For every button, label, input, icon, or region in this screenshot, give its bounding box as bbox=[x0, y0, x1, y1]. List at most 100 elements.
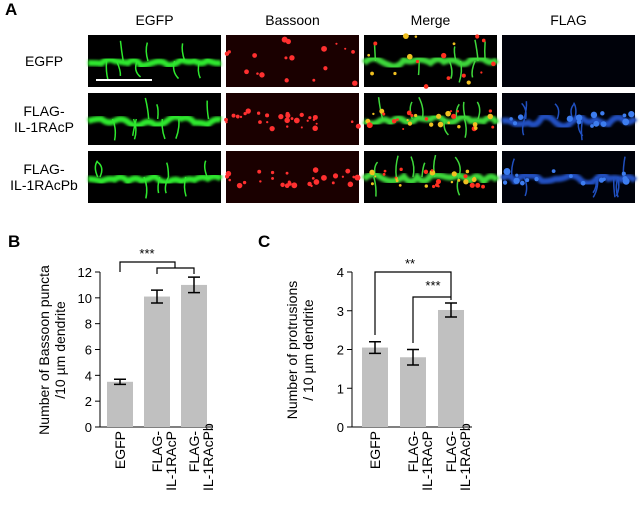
spine bbox=[164, 176, 170, 194]
spine bbox=[592, 176, 598, 194]
puncta bbox=[370, 71, 374, 76]
puncta bbox=[600, 111, 605, 116]
dendrite bbox=[501, 113, 638, 130]
puncta bbox=[568, 174, 573, 179]
spine bbox=[183, 176, 187, 197]
spine bbox=[145, 42, 149, 62]
puncta bbox=[399, 167, 403, 172]
spine bbox=[453, 46, 457, 62]
puncta bbox=[415, 59, 420, 64]
spine bbox=[105, 60, 109, 81]
puncta bbox=[236, 116, 240, 119]
puncta bbox=[321, 45, 327, 52]
spine bbox=[156, 104, 159, 120]
puncta bbox=[461, 73, 466, 78]
puncta bbox=[311, 176, 315, 180]
y-tick-label: 0 bbox=[337, 420, 344, 435]
puncta bbox=[259, 72, 265, 78]
puncta bbox=[252, 53, 257, 58]
puncta bbox=[289, 55, 295, 61]
puncta bbox=[352, 175, 356, 179]
puncta bbox=[410, 114, 414, 117]
y-tick-label: 2 bbox=[337, 343, 344, 358]
puncta bbox=[432, 184, 436, 189]
puncta bbox=[602, 177, 606, 182]
spine bbox=[523, 176, 528, 197]
x-tick-label: FLAG- IL-1RAcPb bbox=[186, 423, 216, 491]
puncta bbox=[231, 113, 236, 118]
column-header: EGFP bbox=[135, 12, 174, 28]
spine bbox=[172, 60, 180, 80]
micrographs bbox=[87, 33, 638, 203]
error-bar bbox=[407, 348, 419, 366]
puncta bbox=[284, 56, 288, 60]
row-label: FLAG- IL-1RAcP bbox=[14, 103, 74, 135]
puncta bbox=[481, 184, 485, 189]
spine bbox=[421, 162, 426, 178]
puncta bbox=[402, 33, 409, 40]
puncta bbox=[224, 51, 230, 56]
spine bbox=[143, 176, 148, 199]
spine bbox=[455, 103, 460, 120]
puncta bbox=[575, 115, 580, 119]
spine bbox=[521, 102, 527, 120]
puncta bbox=[473, 126, 478, 130]
bar bbox=[181, 284, 207, 427]
puncta bbox=[224, 117, 228, 122]
puncta bbox=[285, 112, 291, 119]
puncta bbox=[258, 120, 262, 124]
bar bbox=[400, 357, 426, 427]
puncta bbox=[351, 50, 355, 54]
bar bbox=[362, 347, 388, 427]
puncta bbox=[512, 121, 518, 126]
puncta bbox=[551, 169, 556, 173]
spine bbox=[377, 97, 384, 120]
spine bbox=[417, 60, 420, 76]
puncta bbox=[590, 111, 598, 119]
spine bbox=[206, 100, 210, 120]
puncta bbox=[475, 182, 481, 188]
spine bbox=[462, 101, 467, 120]
spine bbox=[395, 155, 399, 178]
spine bbox=[410, 156, 415, 178]
puncta bbox=[350, 120, 354, 124]
spine bbox=[521, 118, 526, 136]
micrograph bbox=[226, 35, 359, 87]
puncta bbox=[471, 177, 477, 183]
y-tick-label: 0 bbox=[85, 420, 92, 435]
dendrite bbox=[87, 113, 223, 129]
micrograph bbox=[502, 35, 635, 87]
puncta bbox=[515, 173, 519, 177]
puncta bbox=[423, 84, 429, 89]
spine bbox=[166, 162, 170, 178]
puncta bbox=[270, 170, 275, 175]
puncta bbox=[284, 183, 290, 189]
puncta bbox=[463, 174, 468, 179]
puncta bbox=[315, 122, 318, 125]
y-tick-label: 3 bbox=[337, 304, 344, 319]
y-axis-label: Number of protrusions / 10 µm dendrite bbox=[284, 280, 316, 419]
bar bbox=[107, 381, 133, 427]
puncta bbox=[306, 119, 309, 122]
micrograph bbox=[88, 93, 221, 145]
puncta bbox=[525, 178, 530, 183]
dendrite bbox=[87, 171, 223, 187]
spine bbox=[197, 60, 201, 79]
spine bbox=[432, 154, 437, 178]
puncta bbox=[312, 125, 318, 132]
puncta bbox=[481, 38, 486, 43]
puncta bbox=[307, 181, 312, 187]
spine bbox=[409, 101, 414, 120]
puncta bbox=[382, 112, 386, 116]
puncta bbox=[245, 108, 251, 114]
significance-label: *** bbox=[139, 246, 154, 261]
significance-bracket bbox=[412, 296, 451, 343]
y-tick-label: 4 bbox=[85, 368, 92, 383]
puncta bbox=[566, 115, 573, 122]
puncta bbox=[225, 170, 232, 177]
panel-label: C bbox=[258, 232, 271, 251]
puncta bbox=[452, 42, 456, 46]
y-tick-label: 10 bbox=[78, 291, 92, 306]
dendrite bbox=[361, 55, 499, 70]
